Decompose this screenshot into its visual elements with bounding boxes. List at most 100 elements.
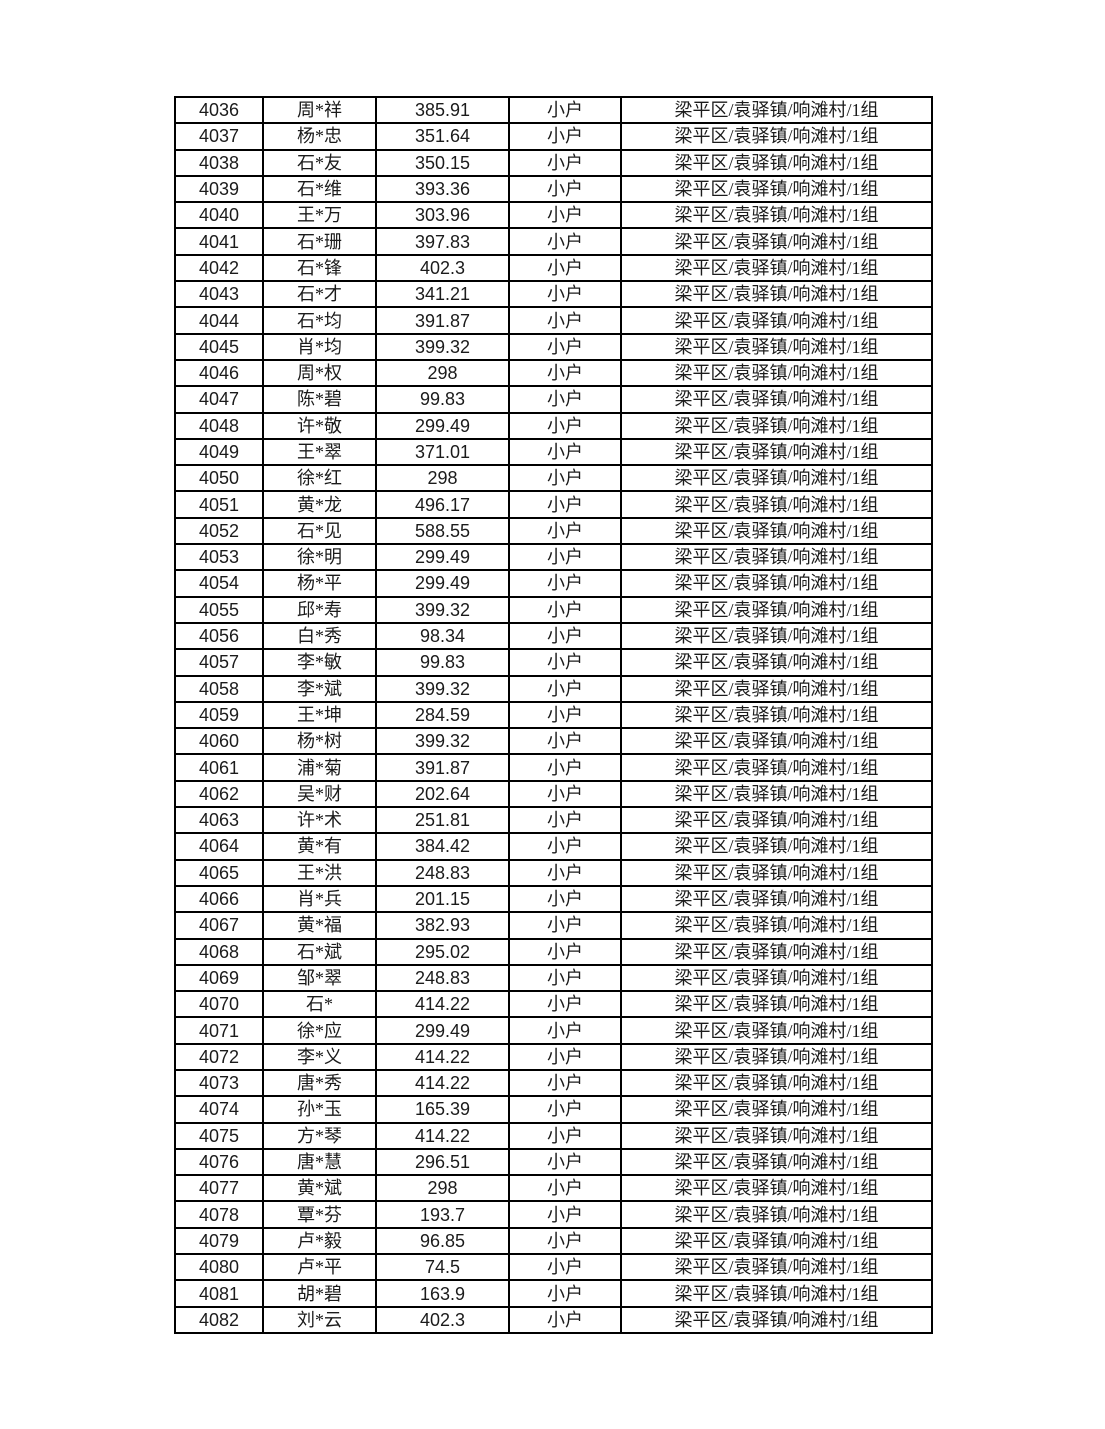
table-row: 4066 肖*兵 201.15 小户 梁平区/袁驿镇/响滩村/1组 xyxy=(174,884,933,914)
cell-id: 4060 xyxy=(174,727,264,756)
cell-id: 4048 xyxy=(174,411,264,440)
cell-address: 梁平区/袁驿镇/响滩村/1组 xyxy=(620,595,933,624)
table-row: 4040 王*万 303.96 小户 梁平区/袁驿镇/响滩村/1组 xyxy=(174,201,933,230)
cell-name: 石*均 xyxy=(262,306,377,335)
cell-address: 梁平区/袁驿镇/响滩村/1组 xyxy=(620,201,933,230)
cell-id: 4071 xyxy=(174,1016,264,1045)
cell-address: 梁平区/袁驿镇/响滩村/1组 xyxy=(620,280,933,309)
cell-id: 4073 xyxy=(174,1068,264,1098)
cell-type: 小户 xyxy=(508,911,622,940)
cell-value: 371.01 xyxy=(375,437,510,467)
cell-value: 248.83 xyxy=(375,858,510,887)
cell-address: 梁平区/袁驿镇/响滩村/1组 xyxy=(620,621,933,651)
cell-address: 梁平区/袁驿镇/响滩村/1组 xyxy=(620,306,933,335)
cell-id: 4042 xyxy=(174,253,264,283)
cell-type: 小户 xyxy=(508,727,622,756)
cell-type: 小户 xyxy=(508,385,622,414)
cell-type: 小户 xyxy=(508,174,622,204)
cell-name: 李*斌 xyxy=(262,674,377,703)
cell-id: 4078 xyxy=(174,1200,264,1229)
cell-id: 4037 xyxy=(174,122,264,151)
cell-address: 梁平区/袁驿镇/响滩村/1组 xyxy=(620,1174,933,1203)
cell-id: 4051 xyxy=(174,490,264,519)
table-row: 4056 白*秀 98.34 小户 梁平区/袁驿镇/响滩村/1组 xyxy=(174,621,933,651)
cell-id: 4036 xyxy=(174,95,264,125)
cell-name: 陈*碧 xyxy=(262,385,377,414)
table-row: 4044 石*均 391.87 小户 梁平区/袁驿镇/响滩村/1组 xyxy=(174,306,933,335)
cell-type: 小户 xyxy=(508,779,622,809)
cell-value: 248.83 xyxy=(375,963,510,993)
cell-value: 399.32 xyxy=(375,727,510,756)
cell-address: 梁平区/袁驿镇/响滩村/1组 xyxy=(620,1121,933,1150)
cell-address: 梁平区/袁驿镇/响滩村/1组 xyxy=(620,884,933,914)
table-row: 4049 王*翠 371.01 小户 梁平区/袁驿镇/响滩村/1组 xyxy=(174,437,933,467)
cell-value: 99.83 xyxy=(375,385,510,414)
table-row: 4079 卢*毅 96.85 小户 梁平区/袁驿镇/响滩村/1组 xyxy=(174,1226,933,1256)
cell-value: 414.22 xyxy=(375,1121,510,1150)
table-row: 4037 杨*忠 351.64 小户 梁平区/袁驿镇/响滩村/1组 xyxy=(174,122,933,151)
cell-name: 浦*菊 xyxy=(262,753,377,782)
cell-value: 384.42 xyxy=(375,832,510,861)
table-row: 4078 覃*芬 193.7 小户 梁平区/袁驿镇/响滩村/1组 xyxy=(174,1200,933,1229)
table-row: 4074 孙*玉 165.39 小户 梁平区/袁驿镇/响滩村/1组 xyxy=(174,1095,933,1124)
cell-address: 梁平区/袁驿镇/响滩村/1组 xyxy=(620,1305,933,1334)
table-row: 4080 卢*平 74.5 小户 梁平区/袁驿镇/响滩村/1组 xyxy=(174,1253,933,1282)
cell-name: 孙*玉 xyxy=(262,1095,377,1124)
cell-name: 唐*慧 xyxy=(262,1147,377,1177)
cell-type: 小户 xyxy=(508,648,622,677)
cell-type: 小户 xyxy=(508,937,622,966)
resident-table: 4036 周*祥 385.91 小户 梁平区/袁驿镇/响滩村/1组 4037 杨*忠 351.… xyxy=(174,95,933,1334)
cell-id: 4076 xyxy=(174,1147,264,1177)
cell-value: 299.49 xyxy=(375,411,510,440)
table-row: 4053 徐*明 299.49 小户 梁平区/袁驿镇/响滩村/1组 xyxy=(174,543,933,572)
table-row: 4042 石*锋 402.3 小户 梁平区/袁驿镇/响滩村/1组 xyxy=(174,253,933,283)
cell-value: 399.32 xyxy=(375,595,510,624)
cell-type: 小户 xyxy=(508,1042,622,1071)
table-row: 4068 石*斌 295.02 小户 梁平区/袁驿镇/响滩村/1组 xyxy=(174,937,933,966)
cell-address: 梁平区/袁驿镇/响滩村/1组 xyxy=(620,1279,933,1308)
cell-value: 414.22 xyxy=(375,990,510,1019)
cell-address: 梁平区/袁驿镇/响滩村/1组 xyxy=(620,411,933,440)
cell-name: 李*义 xyxy=(262,1042,377,1071)
cell-name: 黄*有 xyxy=(262,832,377,861)
cell-address: 梁平区/袁驿镇/响滩村/1组 xyxy=(620,358,933,388)
cell-address: 梁平区/袁驿镇/响滩村/1组 xyxy=(620,1016,933,1045)
table-row: 4043 石*才 341.21 小户 梁平区/袁驿镇/响滩村/1组 xyxy=(174,280,933,309)
cell-name: 石* xyxy=(262,990,377,1019)
cell-id: 4074 xyxy=(174,1095,264,1124)
table-row: 4077 黄*斌 298 小户 梁平区/袁驿镇/响滩村/1组 xyxy=(174,1174,933,1203)
cell-id: 4068 xyxy=(174,937,264,966)
cell-type: 小户 xyxy=(508,306,622,335)
cell-value: 165.39 xyxy=(375,1095,510,1124)
cell-address: 梁平区/袁驿镇/响滩村/1组 xyxy=(620,95,933,125)
cell-address: 梁平区/袁驿镇/响滩村/1组 xyxy=(620,1042,933,1071)
cell-name: 石*友 xyxy=(262,148,377,177)
cell-type: 小户 xyxy=(508,148,622,177)
cell-id: 4067 xyxy=(174,911,264,940)
cell-name: 黄*斌 xyxy=(262,1174,377,1203)
cell-name: 杨*忠 xyxy=(262,122,377,151)
cell-id: 4053 xyxy=(174,543,264,572)
cell-value: 341.21 xyxy=(375,280,510,309)
table-row: 4058 李*斌 399.32 小户 梁平区/袁驿镇/响滩村/1组 xyxy=(174,674,933,703)
cell-type: 小户 xyxy=(508,280,622,309)
cell-type: 小户 xyxy=(508,1016,622,1045)
cell-value: 496.17 xyxy=(375,490,510,519)
table-row: 4069 邹*翠 248.83 小户 梁平区/袁驿镇/响滩村/1组 xyxy=(174,963,933,993)
cell-address: 梁平区/袁驿镇/响滩村/1组 xyxy=(620,858,933,887)
cell-value: 98.34 xyxy=(375,621,510,651)
table-row: 4071 徐*应 299.49 小户 梁平区/袁驿镇/响滩村/1组 xyxy=(174,1016,933,1045)
cell-type: 小户 xyxy=(508,358,622,388)
cell-address: 梁平区/袁驿镇/响滩村/1组 xyxy=(620,464,933,493)
cell-address: 梁平区/袁驿镇/响滩村/1组 xyxy=(620,1095,933,1124)
cell-type: 小户 xyxy=(508,832,622,861)
cell-address: 梁平区/袁驿镇/响滩村/1组 xyxy=(620,385,933,414)
cell-type: 小户 xyxy=(508,1068,622,1098)
cell-address: 梁平区/袁驿镇/响滩村/1组 xyxy=(620,1226,933,1256)
cell-value: 298 xyxy=(375,1174,510,1203)
cell-id: 4038 xyxy=(174,148,264,177)
cell-value: 299.49 xyxy=(375,543,510,572)
cell-id: 4077 xyxy=(174,1174,264,1203)
cell-type: 小户 xyxy=(508,595,622,624)
cell-id: 4066 xyxy=(174,884,264,914)
